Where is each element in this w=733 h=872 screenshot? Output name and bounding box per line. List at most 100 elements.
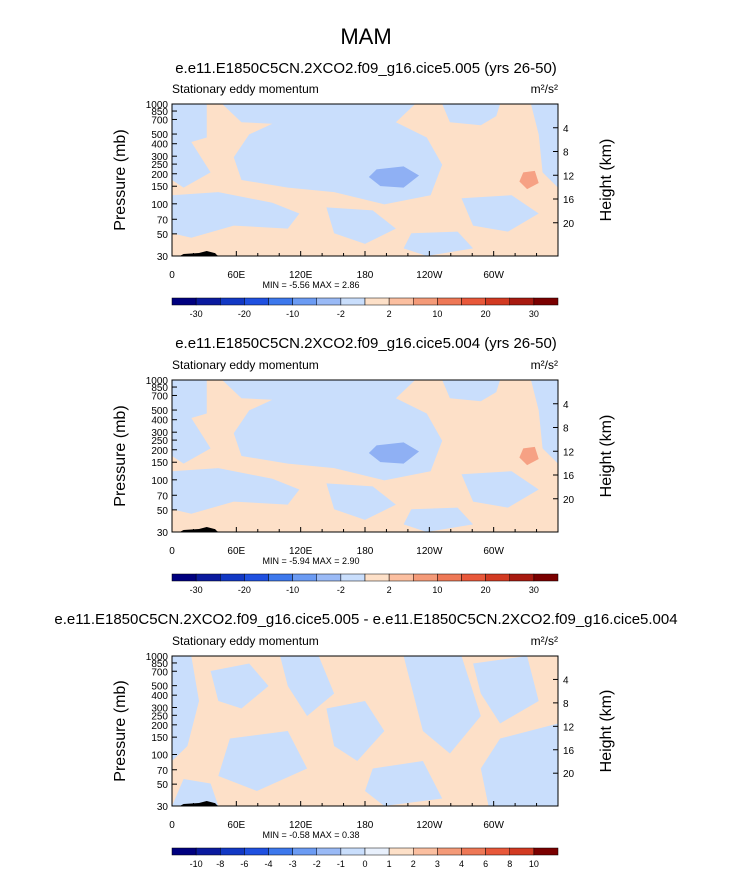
colorbar-swatch <box>195 573 221 582</box>
y-tick-label: 300 <box>151 428 168 439</box>
y-tick-label: 500 <box>151 682 168 693</box>
y-tick-label: 50 <box>157 230 169 241</box>
x-tick-label: 180 <box>357 546 374 557</box>
colorbar-label: 2 <box>411 859 416 869</box>
y2-tick-label: 8 <box>563 148 569 159</box>
colorbar-swatch <box>171 297 197 306</box>
field-region <box>403 507 474 532</box>
y-tick-label: 700 <box>151 667 168 678</box>
colorbar-label: -3 <box>289 859 297 869</box>
x-tick-label: 0 <box>169 270 175 281</box>
y-tick-label: 100 <box>151 200 168 211</box>
x-tick-label: 120E <box>289 270 313 281</box>
colorbar-swatch <box>244 847 269 856</box>
field-region <box>172 468 300 514</box>
y2-tick-label: 12 <box>563 722 575 733</box>
field-region <box>461 195 539 232</box>
colorbar-swatch <box>413 297 438 306</box>
y2-tick-label: 4 <box>563 400 569 411</box>
panel-title: e.e11.E1850C5CN.2XCO2.f09_g16.cice5.005 … <box>175 60 557 77</box>
topography-mask <box>179 527 219 532</box>
colorbar-label: -8 <box>216 859 224 869</box>
y2-tick-label: 8 <box>563 699 569 710</box>
y-tick-label: 250 <box>151 160 168 171</box>
panels-group: e.e11.E1850C5CN.2XCO2.f09_g16.cice5.005 … <box>54 60 677 869</box>
colorbar: -30 -20 -10 -2 2 10 20 30 <box>171 573 559 595</box>
y-tick-label: 400 <box>151 691 168 702</box>
colorbar-swatch <box>509 847 535 856</box>
colorbar-label: 2 <box>387 585 392 595</box>
y-tick-label: 50 <box>157 506 169 517</box>
y-tick-label: 500 <box>151 130 168 141</box>
x-tick-label: 60W <box>483 546 504 557</box>
field-label: Stationary eddy momentum <box>172 358 319 372</box>
field-region <box>326 483 396 520</box>
y2-tick-label: 20 <box>563 495 575 506</box>
y-tick-label: 1000 <box>146 652 169 663</box>
y2-tick-label: 8 <box>563 424 569 435</box>
field-region <box>442 104 501 126</box>
field-region <box>519 170 539 190</box>
y2-tick-label: 4 <box>563 675 569 686</box>
field-region <box>480 723 558 806</box>
colorbar-swatch <box>195 847 221 856</box>
colorbar-swatch <box>509 297 535 306</box>
colorbar-label: 1 <box>387 859 392 869</box>
y-tick-label: 1000 <box>146 376 169 387</box>
colorbar-label: -6 <box>240 859 248 869</box>
y-tick-label: 70 <box>157 215 169 226</box>
field-label: Stationary eddy momentum <box>172 82 319 96</box>
colorbar-label: -10 <box>286 309 299 319</box>
colorbar-swatch <box>388 297 414 306</box>
colorbar-swatch <box>485 297 510 306</box>
colorbar-swatch <box>533 573 559 582</box>
y-tick-label: 1000 <box>146 100 169 111</box>
field-region <box>172 380 211 464</box>
colorbar-swatch <box>292 297 317 306</box>
y-tick-label: 850 <box>151 659 168 670</box>
colorbar-swatch <box>485 847 510 856</box>
y2-tick-label: 16 <box>563 471 575 482</box>
y-tick-label: 30 <box>157 252 169 263</box>
y2-tick-label: 20 <box>563 769 575 780</box>
field-region <box>218 731 308 791</box>
y-tick-label: 700 <box>151 115 168 126</box>
colorbar-swatch <box>437 847 462 856</box>
y2-axis-title: Height (km) <box>598 415 615 498</box>
field-region <box>326 701 385 761</box>
colorbar: -30 -20 -10 -2 2 10 20 30 <box>171 297 559 319</box>
x-tick-label: 60W <box>483 820 504 831</box>
panel-title: e.e11.E1850C5CN.2XCO2.f09_g16.cice5.004 … <box>175 335 557 352</box>
y2-tick-label: 12 <box>563 447 575 458</box>
colorbar-swatch <box>316 297 342 306</box>
colorbar-label: -20 <box>238 309 251 319</box>
field-label: Stationary eddy momentum <box>172 634 319 648</box>
y-tick-label: 150 <box>151 458 168 469</box>
colorbar-swatch <box>437 297 462 306</box>
x-tick-label: 120W <box>416 270 443 281</box>
units-label: m²/s² <box>531 634 558 648</box>
y2-tick-label: 12 <box>563 171 575 182</box>
field-region <box>172 656 200 761</box>
colorbar-swatch <box>461 847 486 856</box>
colorbar-label: -20 <box>238 585 251 595</box>
y-tick-label: 200 <box>151 721 168 732</box>
colorbar-swatch <box>171 847 197 856</box>
colorbar-label: 3 <box>435 859 440 869</box>
colorbar-label: 10 <box>432 309 442 319</box>
field-region <box>530 380 558 464</box>
y-tick-label: 70 <box>157 491 169 502</box>
y-tick-label: 50 <box>157 780 169 791</box>
y-tick-label: 100 <box>151 476 168 487</box>
colorbar-swatch <box>316 847 342 856</box>
colorbar-swatch <box>509 573 535 582</box>
y-tick-label: 200 <box>151 170 168 181</box>
panel-3: e.e11.E1850C5CN.2XCO2.f09_g16.cice5.005 … <box>54 611 677 869</box>
field-region <box>172 104 211 188</box>
colorbar-swatch <box>437 573 462 582</box>
colorbar-swatch <box>292 847 317 856</box>
y-tick-label: 300 <box>151 704 168 715</box>
x-tick-label: 60W <box>483 270 504 281</box>
colorbar-swatch <box>195 297 221 306</box>
